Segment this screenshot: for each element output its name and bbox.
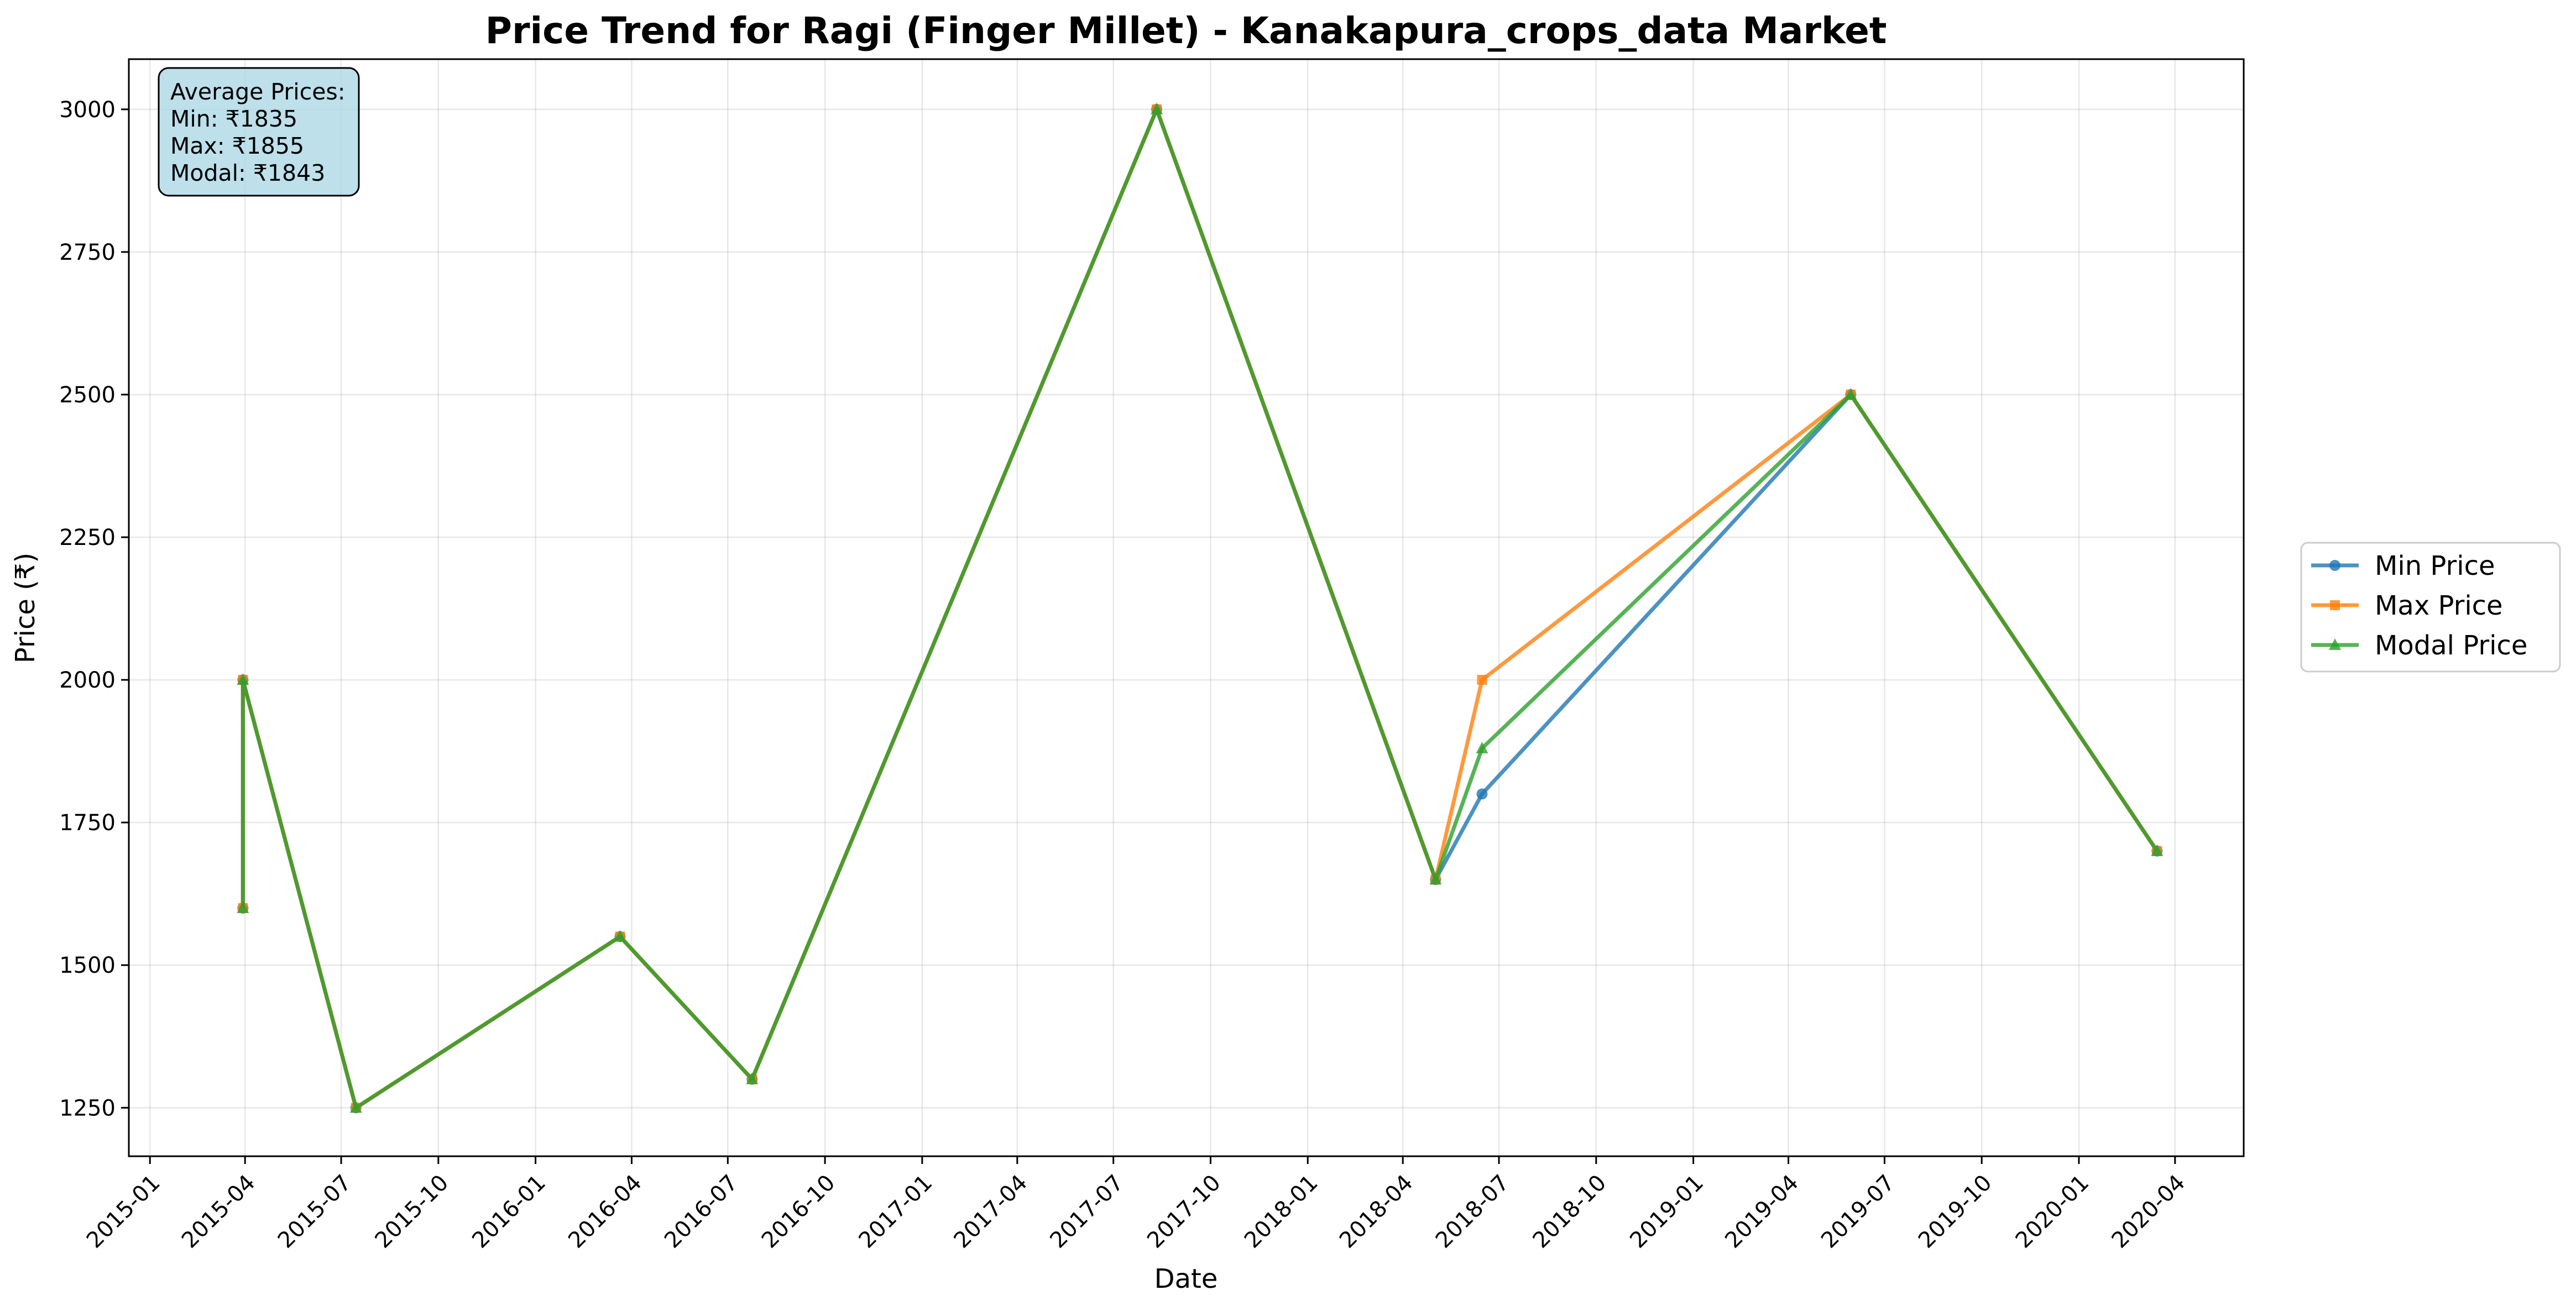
max-price-point bbox=[1477, 675, 1487, 685]
gridlines bbox=[129, 59, 2244, 1156]
legend-label: Max Price bbox=[2375, 590, 2503, 621]
y-axis: 1250 1500 1750 2000 2250 2500 2750 3000 bbox=[59, 97, 129, 1121]
legend-marker bbox=[2329, 638, 2341, 650]
y-tick-label: 2250 bbox=[59, 525, 116, 550]
legend-item-min-price: Min Price bbox=[2311, 550, 2495, 581]
modal-price-line bbox=[241, 107, 2159, 1110]
average-max-price: Max: ₹1855 bbox=[170, 133, 304, 159]
y-axis-label: Price (₹) bbox=[10, 553, 41, 663]
average-prices-box: Average Prices: Min: ₹1835 Max: ₹1855 Mo… bbox=[158, 67, 360, 197]
modal-price-point bbox=[1845, 387, 1857, 400]
series-layer bbox=[237, 102, 2164, 1114]
y-tick-label: 2000 bbox=[59, 668, 116, 693]
modal-price-point bbox=[1476, 741, 1488, 753]
modal-price-point bbox=[237, 901, 249, 913]
modal-price-series bbox=[237, 102, 2164, 1113]
min-price-point bbox=[1476, 788, 1488, 800]
y-tick-label: 2750 bbox=[59, 240, 116, 265]
chart-title: Price Trend for Ragi (Finger Millet) - K… bbox=[485, 9, 1887, 52]
average-prices-heading: Average Prices: bbox=[170, 78, 346, 105]
average-modal-price: Modal: ₹1843 bbox=[170, 160, 325, 186]
y-tick-label: 3000 bbox=[59, 97, 116, 123]
modal-price-point bbox=[746, 1072, 759, 1084]
modal-price-point bbox=[349, 1101, 362, 1113]
legend: Min Price Max Price Modal Price bbox=[2300, 542, 2561, 673]
y-tick-label: 1500 bbox=[59, 953, 116, 978]
modal-price-point bbox=[1429, 873, 1442, 885]
modal-price-point bbox=[237, 673, 249, 685]
legend-marker bbox=[2330, 600, 2340, 610]
y-tick-label: 1250 bbox=[59, 1095, 116, 1121]
legend-label: Modal Price bbox=[2375, 630, 2527, 661]
plot-area-frame bbox=[128, 58, 2245, 1157]
legend-marker bbox=[2329, 560, 2340, 571]
y-tick-label: 1750 bbox=[59, 810, 116, 836]
legend-item-max-price: Max Price bbox=[2311, 590, 2503, 621]
legend-item-modal-price: Modal Price bbox=[2311, 630, 2527, 661]
modal-price-point bbox=[614, 930, 626, 942]
legend-label: Min Price bbox=[2375, 550, 2495, 581]
y-tick-label: 2500 bbox=[59, 382, 116, 408]
modal-price-point bbox=[2151, 844, 2164, 856]
average-min-price: Min: ₹1835 bbox=[170, 106, 297, 132]
modal-price-point bbox=[1151, 102, 1163, 114]
x-axis-label: Date bbox=[1154, 1263, 1218, 1294]
